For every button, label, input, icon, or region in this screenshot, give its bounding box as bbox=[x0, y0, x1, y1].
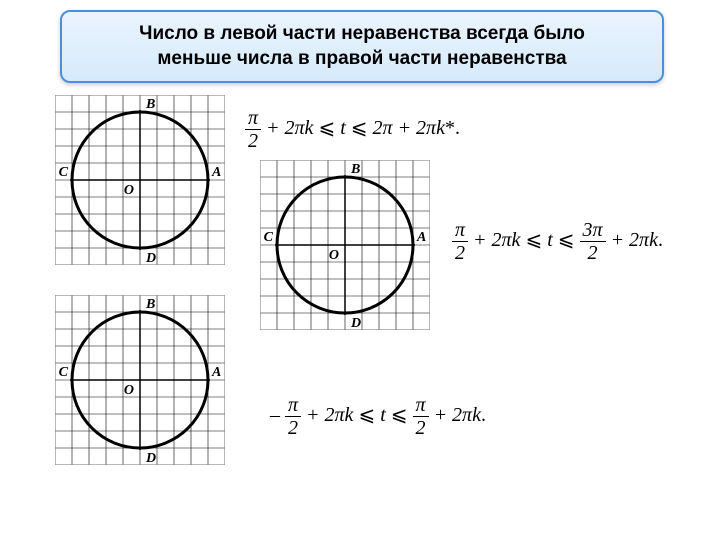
formula-3: – π 2 + 2πk ⩽ t ⩽ π 2 + 2πk. bbox=[270, 395, 486, 438]
frac: π 2 bbox=[413, 395, 429, 438]
formula-2: π 2 + 2πk ⩽ t ⩽ 3π 2 + 2πk. bbox=[452, 220, 663, 263]
formula-1: π 2 + 2πk ⩽ t ⩽ 2π + 2πk*. bbox=[245, 108, 460, 151]
title-banner: Число в левой части неравенства всегда б… bbox=[60, 10, 664, 83]
circle-diagram: B D A C O bbox=[260, 160, 430, 335]
svg-text:B: B bbox=[145, 297, 155, 312]
unit-circle-diagram: B D A C O bbox=[55, 95, 225, 265]
svg-text:D: D bbox=[145, 251, 156, 265]
svg-text:C: C bbox=[264, 230, 274, 245]
svg-text:B: B bbox=[145, 97, 155, 112]
title-line1: Число в левой части неравенства всегда б… bbox=[139, 23, 585, 44]
frac: 3π 2 bbox=[580, 220, 606, 263]
svg-text:O: O bbox=[124, 183, 134, 198]
svg-text:O: O bbox=[124, 383, 134, 398]
svg-text:C: C bbox=[59, 365, 69, 380]
svg-text:A: A bbox=[211, 365, 221, 380]
frac: π 2 bbox=[285, 395, 301, 438]
svg-text:D: D bbox=[350, 316, 361, 330]
circle-diagram: B D A C O bbox=[55, 295, 225, 470]
svg-text:A: A bbox=[211, 165, 221, 180]
svg-text:O: O bbox=[329, 248, 339, 263]
frac: π 2 bbox=[245, 108, 261, 151]
svg-text:C: C bbox=[59, 165, 69, 180]
unit-circle-diagram: B D A C O bbox=[260, 160, 430, 330]
frac: π 2 bbox=[452, 220, 468, 263]
svg-text:A: A bbox=[416, 230, 426, 245]
title-line2: меньше числа в правой части неравенства bbox=[157, 48, 566, 69]
svg-text:B: B bbox=[350, 162, 360, 177]
svg-text:D: D bbox=[145, 451, 156, 465]
unit-circle-diagram: B D A C O bbox=[55, 295, 225, 465]
circle-diagram: B D A C O bbox=[55, 95, 225, 270]
